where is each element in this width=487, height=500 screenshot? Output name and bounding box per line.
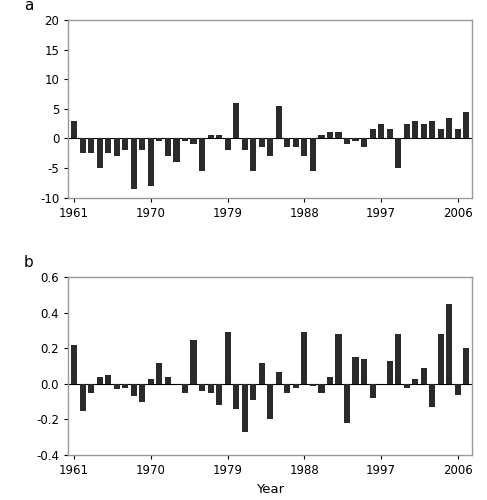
Bar (88, 138, 94, 153)
Bar (242, 384, 248, 432)
Bar (131, 384, 137, 396)
Bar (267, 138, 273, 156)
Bar (267, 384, 273, 420)
Bar (259, 138, 265, 147)
Bar (284, 384, 290, 393)
Bar (259, 362, 265, 384)
Bar (361, 138, 367, 147)
Bar (318, 136, 324, 138)
Bar (395, 138, 401, 168)
Bar (242, 138, 248, 150)
Bar (190, 340, 197, 384)
Bar (105, 138, 112, 153)
Bar (293, 384, 299, 388)
Text: a: a (24, 0, 33, 13)
Bar (139, 384, 146, 402)
Bar (327, 377, 333, 384)
Bar (412, 120, 418, 138)
Bar (463, 348, 469, 384)
Bar (276, 106, 282, 138)
Bar (327, 132, 333, 138)
Bar (421, 368, 427, 384)
Bar (455, 130, 461, 138)
Bar (301, 138, 307, 156)
Bar (131, 138, 137, 188)
Bar (88, 384, 94, 393)
Bar (148, 138, 154, 186)
Bar (165, 377, 171, 384)
Bar (361, 359, 367, 384)
Bar (225, 332, 231, 384)
Bar (310, 384, 316, 386)
Bar (353, 358, 358, 384)
Bar (233, 384, 239, 409)
Bar (207, 384, 214, 393)
Bar (182, 384, 188, 393)
Bar (378, 124, 384, 138)
Bar (71, 120, 77, 138)
Bar (190, 138, 197, 144)
Text: b: b (24, 256, 34, 270)
Bar (404, 124, 410, 138)
Bar (182, 138, 188, 141)
Bar (233, 103, 239, 138)
Bar (446, 118, 452, 139)
Bar (96, 377, 103, 384)
Bar (438, 130, 444, 138)
Bar (284, 138, 290, 147)
Bar (370, 384, 375, 398)
Bar (165, 138, 171, 156)
Bar (336, 132, 341, 138)
Bar (293, 138, 299, 147)
Bar (387, 130, 393, 138)
Bar (446, 304, 452, 384)
Bar (387, 361, 393, 384)
Bar (370, 130, 375, 138)
Bar (344, 138, 350, 144)
Bar (438, 334, 444, 384)
Bar (156, 138, 163, 141)
Bar (412, 378, 418, 384)
Bar (429, 384, 435, 407)
Bar (114, 138, 120, 156)
Bar (250, 138, 256, 171)
Bar (353, 138, 358, 141)
Bar (199, 138, 205, 171)
Bar (207, 136, 214, 138)
Bar (114, 384, 120, 390)
Bar (79, 384, 86, 410)
Bar (404, 384, 410, 388)
Bar (395, 334, 401, 384)
Bar (336, 334, 341, 384)
Bar (156, 362, 163, 384)
Bar (148, 378, 154, 384)
Bar (225, 138, 231, 150)
Bar (122, 138, 129, 150)
Bar (105, 375, 112, 384)
Bar (301, 332, 307, 384)
Bar (421, 124, 427, 138)
Bar (463, 112, 469, 138)
Bar (216, 384, 222, 406)
Bar (250, 384, 256, 400)
Bar (344, 384, 350, 423)
Bar (455, 384, 461, 394)
Bar (310, 138, 316, 171)
X-axis label: Year: Year (256, 482, 284, 496)
Bar (96, 138, 103, 168)
Bar (122, 384, 129, 388)
Bar (199, 384, 205, 391)
Bar (216, 136, 222, 138)
Bar (71, 345, 77, 384)
Bar (318, 384, 324, 393)
Bar (429, 120, 435, 138)
Bar (276, 372, 282, 384)
Bar (173, 138, 180, 162)
Bar (79, 138, 86, 153)
Bar (139, 138, 146, 150)
